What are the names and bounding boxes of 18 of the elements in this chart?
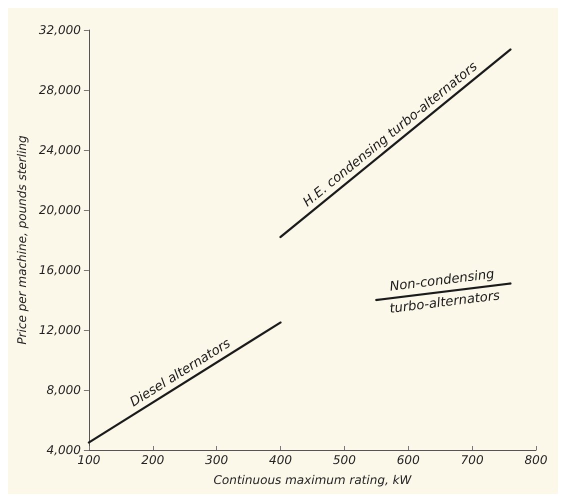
y-tick-label: 32,000: [38, 23, 82, 37]
x-tick-label: 700: [460, 453, 484, 467]
x-tick-label: 400: [269, 453, 292, 467]
x-tick-label: 200: [141, 453, 165, 467]
y-axis-title: Price per machine, pounds sterling: [15, 134, 29, 345]
y-tick-label: 16,000: [38, 263, 82, 277]
x-axis-title: Continuous maximum rating, kW: [214, 473, 413, 487]
x-tick-label: 100: [77, 453, 101, 467]
y-tick-label: 8,000: [46, 383, 82, 397]
y-tick-label: 20,000: [38, 203, 82, 217]
y-tick-label: 28,000: [38, 83, 82, 97]
x-tick-label: 300: [205, 453, 228, 467]
text: Non-condensing turbo-alternators: [388, 266, 501, 317]
x-tick-label: 600: [396, 453, 420, 467]
y-tick-label: 24,000: [38, 143, 82, 157]
x-tick-label: 500: [332, 453, 356, 467]
y-tick-label: 12,000: [38, 323, 82, 337]
x-tick-label: 800: [524, 453, 548, 467]
